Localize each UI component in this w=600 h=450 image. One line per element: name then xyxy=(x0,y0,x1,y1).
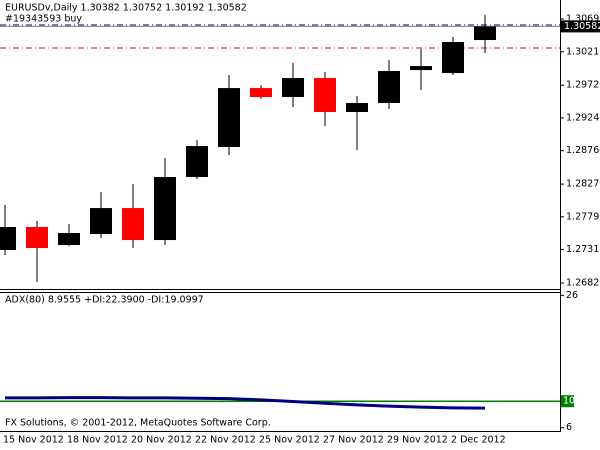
candle-body xyxy=(410,66,432,71)
order-annotation: #19343593 buy xyxy=(5,14,82,25)
y-tick-label: 1.27310 xyxy=(566,244,600,255)
y-tick-label: 1.30690 xyxy=(566,14,600,25)
candle-body xyxy=(346,103,368,113)
price-tag xyxy=(561,20,600,33)
adx-line xyxy=(5,396,486,410)
candle-body xyxy=(0,227,16,251)
chart-title: EURUSDv,Daily 1.30382 1.30752 1.30192 1.… xyxy=(5,3,247,14)
candle-body xyxy=(378,71,400,104)
y-tick-label: 1.26820 xyxy=(566,278,600,289)
y-tick-label: 1.29240 xyxy=(566,112,600,123)
candle-body xyxy=(90,208,112,235)
x-tick-label: 20 Nov 2012 xyxy=(131,435,192,446)
candle-body xyxy=(282,78,304,98)
price-tag-label: 1.30582 xyxy=(564,21,600,32)
candle-body xyxy=(218,88,240,148)
indicator-title: ADX(80) 8.9555 +DI:22.3900 -DI:19.0997 xyxy=(5,295,204,306)
level-tag xyxy=(561,395,574,408)
x-tick-label: 29 Nov 2012 xyxy=(387,435,448,446)
x-tick-label: 2 Dec 2012 xyxy=(451,435,506,446)
candle-body xyxy=(314,78,336,113)
candle-body xyxy=(154,177,176,241)
x-tick-label: 27 Nov 2012 xyxy=(323,435,384,446)
candle-body xyxy=(442,42,464,74)
x-tick-label: 18 Nov 2012 xyxy=(67,435,128,446)
y-tick-label: 1.29720 xyxy=(566,80,600,91)
y-tick-label: 1.28270 xyxy=(566,179,600,190)
candle-body xyxy=(186,146,208,178)
copyright: FX Solutions, © 2001-2012, MetaQuotes So… xyxy=(5,418,271,429)
x-tick-label: 22 Nov 2012 xyxy=(195,435,256,446)
y-tick-label: 1.28760 xyxy=(566,145,600,156)
y-tick-label: 1.30210 xyxy=(566,46,600,57)
candle-body xyxy=(58,233,80,246)
candle-body xyxy=(122,208,144,241)
candle-body xyxy=(474,26,496,41)
candle-body xyxy=(26,227,48,249)
level-tag-label: 10 xyxy=(563,396,575,407)
candle-body xyxy=(250,88,272,98)
y-tick-label: 1.27790 xyxy=(566,211,600,222)
y-tick-label: 26 xyxy=(566,290,578,301)
x-tick-label: 15 Nov 2012 xyxy=(3,435,64,446)
x-tick-label: 25 Nov 2012 xyxy=(259,435,320,446)
y-tick-label: 6 xyxy=(566,422,572,433)
